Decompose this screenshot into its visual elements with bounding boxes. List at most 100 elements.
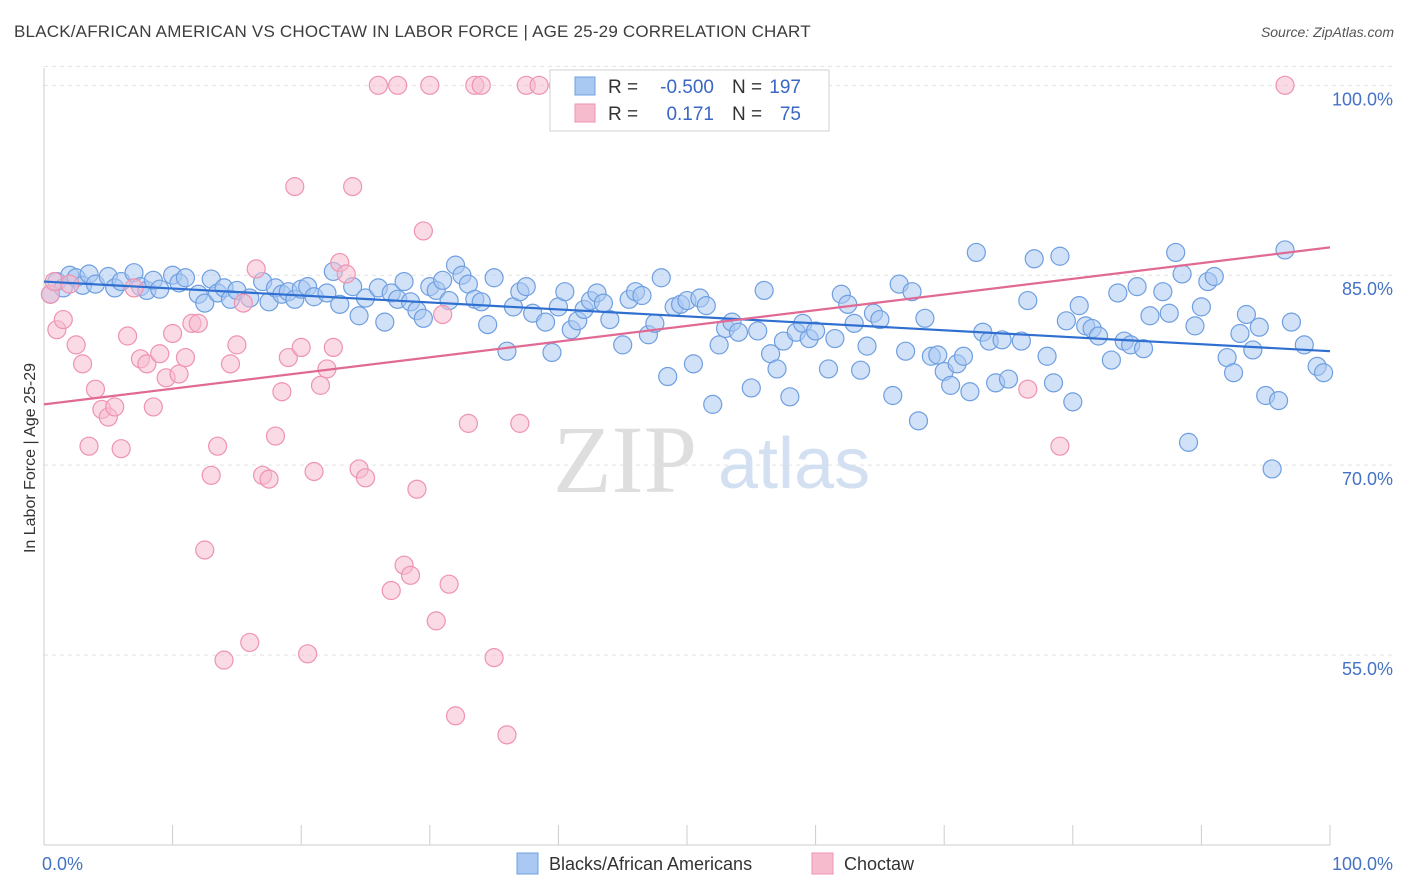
blacks-point-118 xyxy=(896,341,916,361)
choctaw-point-27 xyxy=(208,436,228,456)
blacks-point-173 xyxy=(1281,312,1302,332)
blacks-point-116 xyxy=(883,385,903,406)
y-tick-labels: 55.0% 70.0% 85.0% 100.0% xyxy=(1332,89,1393,679)
blacks-point-110 xyxy=(838,294,858,314)
series-choctaw-points xyxy=(40,75,1295,745)
choctaw-point-20 xyxy=(163,323,183,344)
legend-box xyxy=(549,69,830,132)
choctaw-point-50 xyxy=(355,468,376,488)
choctaw-point-14 xyxy=(124,278,144,298)
blacks-point-129 xyxy=(966,242,986,263)
choctaw-point-12 xyxy=(111,439,131,459)
x-tick-labels: 0.0% 100.0% xyxy=(42,854,1393,874)
blacks-point-164 xyxy=(1223,363,1244,383)
blacks-point-69 xyxy=(555,282,575,302)
blacks-point-142 xyxy=(1063,392,1083,412)
choctaw-point-51 xyxy=(368,75,388,95)
blacks-point-49 xyxy=(413,308,433,328)
blacks-point-66 xyxy=(535,312,556,332)
choctaw-point-31 xyxy=(233,293,253,313)
choctaw-point-28 xyxy=(214,650,234,670)
blacks-point-157 xyxy=(1172,264,1192,284)
choctaw-point-16 xyxy=(137,354,157,374)
blacks-point-127 xyxy=(953,346,974,366)
blacks-point-115 xyxy=(870,309,890,330)
blacks-point-135 xyxy=(1011,331,1031,351)
choctaw-point-22 xyxy=(175,347,196,368)
blacks-point-123 xyxy=(928,345,948,365)
series-legend: Blacks/African Americans Choctaw xyxy=(516,852,915,875)
blacks-point-155 xyxy=(1159,303,1179,323)
blacks-point-152 xyxy=(1133,339,1154,359)
choctaw-point-73 xyxy=(1050,436,1070,456)
legend-r-value-2: 0.171 xyxy=(666,104,714,125)
choctaw-trend-line xyxy=(43,246,1331,406)
choctaw-point-59 xyxy=(426,611,446,631)
choctaw-point-36 xyxy=(265,426,286,446)
choctaw-point-17 xyxy=(143,397,163,417)
blacks-point-125 xyxy=(941,375,961,395)
choctaw-point-24 xyxy=(188,313,208,333)
blacks-trend-line xyxy=(43,280,1331,353)
blacks-point-77 xyxy=(613,335,633,355)
blacks-point-172 xyxy=(1275,240,1295,260)
blacks-point-176 xyxy=(1313,363,1334,383)
blacks-point-92 xyxy=(709,335,729,355)
blacks-point-52 xyxy=(433,270,453,290)
blacks-point-165 xyxy=(1230,323,1250,344)
blacks-point-46 xyxy=(394,271,414,292)
choctaw-point-47 xyxy=(336,264,356,284)
choctaw-point-29 xyxy=(220,354,241,374)
choctaw-point-41 xyxy=(298,644,318,664)
blacks-point-167 xyxy=(1243,340,1263,360)
x-tick-label-1: 100.0% xyxy=(1332,854,1393,874)
blacks-point-91 xyxy=(703,394,723,414)
trend-lines xyxy=(43,246,1331,406)
legend-r-label-1: R = xyxy=(608,77,638,98)
blacks-point-171 xyxy=(1268,390,1289,411)
y-tick-label-0: 55.0% xyxy=(1342,659,1393,679)
choctaw-point-25 xyxy=(195,540,215,560)
watermark-atlas: atlas xyxy=(718,424,870,504)
choctaw-point-43 xyxy=(310,375,331,395)
blacks-point-147 xyxy=(1101,350,1121,370)
blacks-point-20 xyxy=(195,293,215,313)
choctaw-point-45 xyxy=(323,337,343,358)
choctaw-point-62 xyxy=(445,706,466,726)
choctaw-point-42 xyxy=(304,461,324,482)
blacks-point-58 xyxy=(471,292,491,312)
blacks-point-143 xyxy=(1069,296,1089,316)
blacks-point-107 xyxy=(818,359,839,379)
blacks-point-166 xyxy=(1236,304,1257,325)
choctaw-point-8 xyxy=(85,379,106,399)
blacks-point-162 xyxy=(1204,266,1224,287)
blacks-point-112 xyxy=(851,360,871,380)
blacks-point-159 xyxy=(1185,316,1205,336)
legend-n-label-1: N = xyxy=(732,77,762,98)
blacks-point-111 xyxy=(844,313,864,333)
choctaw-point-74 xyxy=(1275,75,1295,95)
choctaw-point-65 xyxy=(471,75,491,95)
choctaw-point-61 xyxy=(439,574,459,594)
blacks-point-38 xyxy=(330,294,350,314)
blacks-point-158 xyxy=(1178,432,1199,452)
choctaw-point-5 xyxy=(66,335,86,355)
blacks-point-134 xyxy=(998,369,1019,389)
blacks-point-128 xyxy=(960,382,980,402)
blacks-point-84 xyxy=(658,366,678,387)
blacks-point-95 xyxy=(728,322,749,342)
choctaw-point-58 xyxy=(420,75,440,95)
blacks-point-97 xyxy=(748,321,768,341)
choctaw-point-60 xyxy=(433,304,453,325)
legend-n-label-2: N = xyxy=(732,104,762,125)
y-axis-label: In Labor Force | Age 25-29 xyxy=(22,363,39,553)
blacks-point-106 xyxy=(805,321,826,341)
legend-swatch-pink xyxy=(574,103,596,123)
choctaw-point-57 xyxy=(413,221,433,241)
blacks-point-40 xyxy=(349,306,369,326)
choctaw-point-66 xyxy=(484,648,504,668)
blacks-point-88 xyxy=(683,354,704,374)
legend-r-value-1: -0.500 xyxy=(660,77,714,98)
blacks-point-140 xyxy=(1050,246,1070,266)
